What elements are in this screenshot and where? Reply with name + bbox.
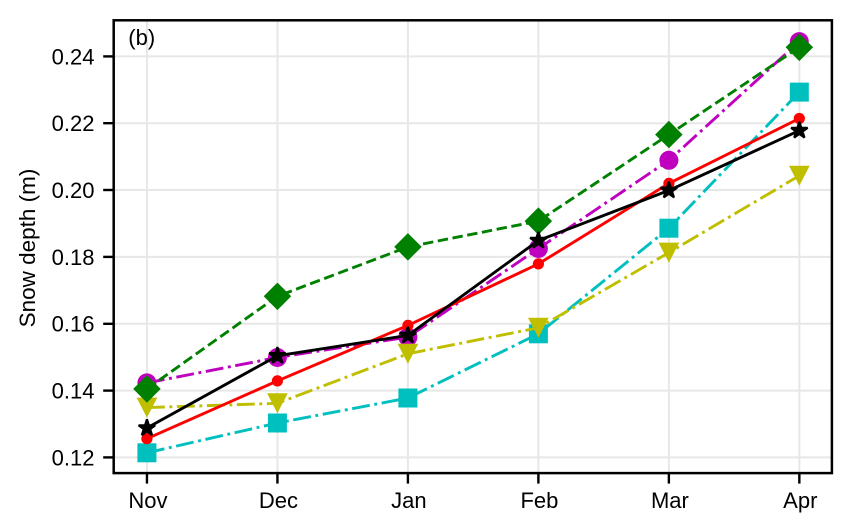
svg-text:0.14: 0.14 xyxy=(52,379,95,404)
svg-text:0.18: 0.18 xyxy=(52,245,95,270)
svg-text:Snow depth (m): Snow depth (m) xyxy=(15,169,40,328)
svg-text:0.22: 0.22 xyxy=(52,111,95,136)
svg-text:Mar: Mar xyxy=(651,488,689,513)
svg-text:0.12: 0.12 xyxy=(52,445,95,470)
svg-text:0.16: 0.16 xyxy=(52,312,95,337)
svg-text:0.20: 0.20 xyxy=(52,178,95,203)
svg-text:Nov: Nov xyxy=(128,488,167,513)
svg-text:(b): (b) xyxy=(128,25,155,50)
svg-text:Dec: Dec xyxy=(259,488,298,513)
svg-text:0.24: 0.24 xyxy=(52,44,95,69)
svg-text:Apr: Apr xyxy=(783,488,817,513)
svg-text:Feb: Feb xyxy=(520,488,558,513)
svg-text:Jan: Jan xyxy=(391,488,426,513)
